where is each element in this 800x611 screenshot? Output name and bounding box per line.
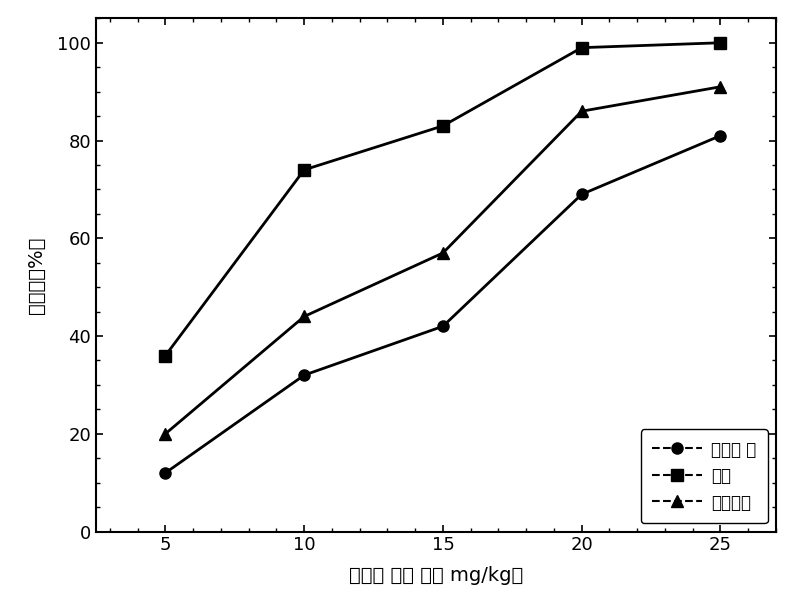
Legend: 二氯甲 烷, 氯仿, 四氯化碳: 二氯甲 烷, 氯仿, 四氯化碳 xyxy=(641,430,768,523)
四氯化碳 xyxy=(161,430,170,437)
四氯化碳 xyxy=(716,83,726,90)
二氯甲 烷 xyxy=(577,191,586,198)
二氯甲 烷 xyxy=(716,132,726,139)
四氯化碳 xyxy=(577,108,586,115)
Line: 氯仿: 氯仿 xyxy=(160,37,726,361)
二氯甲 烷 xyxy=(438,323,448,330)
X-axis label: 氯化甲 烷浓 度（ mg/kg）: 氯化甲 烷浓 度（ mg/kg） xyxy=(349,566,523,585)
Line: 二氯甲 烷: 二氯甲 烷 xyxy=(160,130,726,478)
二氯甲 烷 xyxy=(299,371,309,379)
二氯甲 烷 xyxy=(161,469,170,477)
Y-axis label: 抑制率（%）: 抑制率（%） xyxy=(27,236,46,313)
Line: 四氯化碳: 四氯化碳 xyxy=(160,81,726,439)
四氯化碳 xyxy=(299,313,309,320)
氯仿 xyxy=(438,122,448,130)
四氯化碳 xyxy=(438,249,448,257)
氯仿 xyxy=(299,166,309,174)
氯仿 xyxy=(161,352,170,359)
氯仿 xyxy=(577,44,586,51)
氯仿 xyxy=(716,39,726,46)
